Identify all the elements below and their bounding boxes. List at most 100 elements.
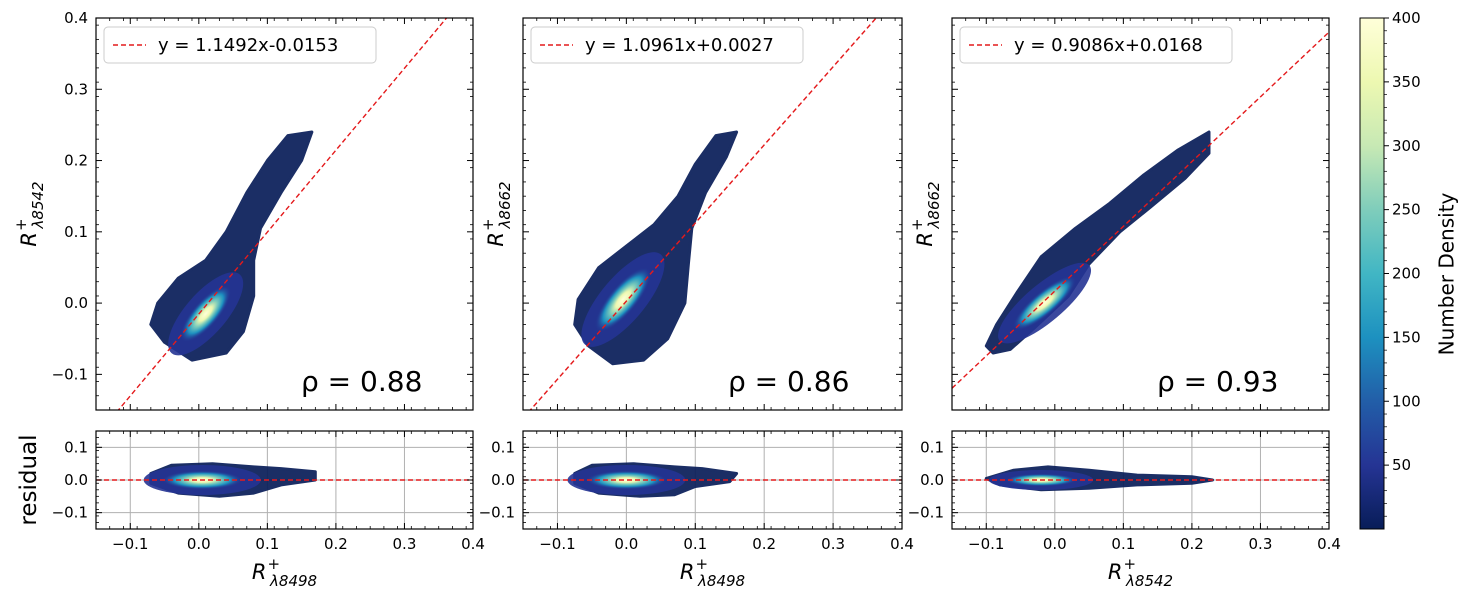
residual-axis-label: residual [16, 434, 42, 525]
y-axis-label-sup: + [12, 218, 30, 231]
y-axis-label-sup: + [908, 218, 926, 231]
colorbar-label: Number Density [1435, 192, 1459, 355]
density-core [594, 267, 651, 332]
density-core [180, 285, 231, 342]
plot-area [523, 18, 902, 410]
y-tick-label: 0.1 [64, 438, 88, 456]
y-tick-label: −0.1 [52, 365, 88, 383]
x-tick-label: −0.1 [539, 535, 575, 553]
ticks [95, 430, 474, 530]
x-tick-label: 0.2 [324, 535, 348, 553]
y-axis-label: R+λ8542 [12, 181, 47, 246]
y-tick-label: −0.1 [908, 504, 944, 522]
x-tick-label: 0.1 [1111, 535, 1135, 553]
colorbar-tick-label: 400 [1392, 9, 1421, 27]
x-tick-label: 0.0 [1043, 535, 1067, 553]
legend-fit-label: y = 1.0961x+0.0027 [585, 35, 774, 56]
x-axis-label-sub: λ8498 [269, 572, 317, 590]
x-axis-label-sup: + [695, 555, 708, 573]
x-axis-label-sup: + [1123, 555, 1136, 573]
x-axis-label-sub: λ8542 [1125, 572, 1173, 590]
legend: y = 0.9086x+0.0168 [959, 26, 1233, 64]
x-tick-label: 0.1 [255, 535, 279, 553]
x-axis-label: R+ λ8542 [1108, 555, 1173, 590]
ticks [522, 17, 903, 411]
y-tick-label: −0.1 [479, 504, 515, 522]
x-tick-label: 0.0 [187, 535, 211, 553]
y-axis-label: R+λ8662 [908, 181, 943, 246]
density-core [586, 470, 667, 490]
colorbar-tick-label: 350 [1392, 73, 1421, 91]
ticks [522, 430, 903, 530]
colorbar-gradient-bar [1359, 17, 1385, 530]
x-tick-label: 0.0 [614, 535, 638, 553]
panels-layer: −0.1 0.0 0.1 0.2 0.3 0.4 y = 1.1492x-0.0153 ρ =… [12, 9, 1341, 590]
y-axis-label-sub: λ8542 [29, 181, 47, 229]
correlation-label: ρ = 0.86 [728, 365, 849, 398]
colorbar-tick-label: 200 [1392, 265, 1421, 283]
x-tick-label: −0.1 [112, 535, 148, 553]
colorbar-tick-label: 150 [1392, 328, 1421, 346]
y-tick-label: 0.1 [920, 438, 944, 456]
legend-box [530, 26, 804, 64]
colorbar-tick-label: 50 [1392, 456, 1411, 474]
y-tick-label: 0.0 [64, 471, 88, 489]
y-axis-label-sub: λ8662 [496, 181, 514, 229]
colorbar-tick-label: 250 [1392, 201, 1421, 219]
correlation-label: ρ = 0.93 [1157, 365, 1278, 398]
x-tick-label: 0.4 [1317, 535, 1341, 553]
colorbar: 50 100 150 200 250 300 350 400 Number Density [1359, 9, 1459, 530]
fit-line [117, 18, 448, 410]
x-axis-label-sub: λ8498 [697, 572, 745, 590]
density-cloud [149, 130, 314, 362]
plot-area [96, 18, 473, 410]
colorbar-tick-label: 300 [1392, 137, 1421, 155]
x-axis-label-base: R [252, 560, 267, 584]
fit-line [952, 31, 1329, 389]
x-tick-label: 0.4 [890, 535, 914, 553]
x-axis-label-base: R [680, 560, 695, 584]
ticks [951, 430, 1330, 530]
scatter-panel-3: y = 0.9086x+0.0168 ρ = 0.93 R+λ8662 [908, 17, 1330, 411]
legend: y = 1.0961x+0.0027 [530, 26, 804, 64]
x-tick-label: 0.2 [1180, 535, 1204, 553]
ticks [951, 17, 1330, 411]
density-core [1012, 275, 1077, 331]
x-tick-label: 0.3 [393, 535, 417, 553]
axes-frame [522, 17, 903, 411]
x-axis-label-sup: + [267, 555, 280, 573]
x-tick-label: 0.3 [821, 535, 845, 553]
y-axis-label-base: R [484, 232, 508, 247]
legend: y = 1.1492x-0.0153 [103, 26, 377, 64]
correlation-label: ρ = 0.88 [301, 365, 422, 398]
y-axis-label-base: R [17, 232, 41, 247]
x-tick-label: 0.3 [1249, 535, 1273, 553]
x-tick-label: 0.1 [683, 535, 707, 553]
y-tick-label: 0.0 [920, 471, 944, 489]
x-tick-label: 0.4 [461, 535, 485, 553]
y-axis-label-sup: + [479, 218, 497, 231]
scatter-panel-2: y = 1.0961x+0.0027 ρ = 0.86 R+λ8662 [479, 17, 903, 411]
scatter-panel-1: −0.1 0.0 0.1 0.2 0.3 0.4 y = 1.1492x-0.0153 ρ =… [12, 9, 474, 411]
x-tick-label: 0.2 [752, 535, 776, 553]
y-axis-label-base: R [913, 232, 937, 247]
y-tick-label: −0.1 [52, 504, 88, 522]
y-tick-label: 0.3 [64, 80, 88, 98]
y-tick-label: 0.1 [491, 438, 515, 456]
legend-box [103, 26, 377, 64]
axes-frame [951, 17, 1330, 411]
colorbar-tick-label: 100 [1392, 392, 1421, 410]
ticks [95, 17, 474, 411]
y-tick-label: 0.4 [64, 9, 88, 27]
y-tick-label: 0.1 [64, 223, 88, 241]
residual-panel-2: −0.1 0.0 0.1 −0.1 0.0 0.1 0.2 0.3 0.4 R+ λ8498 [479, 430, 914, 590]
residual-panel-3: −0.1 0.0 0.1 −0.1 0.0 0.1 0.2 0.3 0.4 R+ λ8542 [908, 430, 1341, 590]
y-axis-label: R+λ8662 [479, 181, 514, 246]
y-tick-label: 0.0 [64, 294, 88, 312]
density-cloud [573, 130, 739, 366]
y-tick-label: 0.2 [64, 152, 88, 170]
density-cloud [984, 130, 1211, 355]
x-axis-label-base: R [1108, 560, 1123, 584]
colorbar-ticks: 50 100 150 200 250 300 350 400 [1384, 9, 1421, 517]
